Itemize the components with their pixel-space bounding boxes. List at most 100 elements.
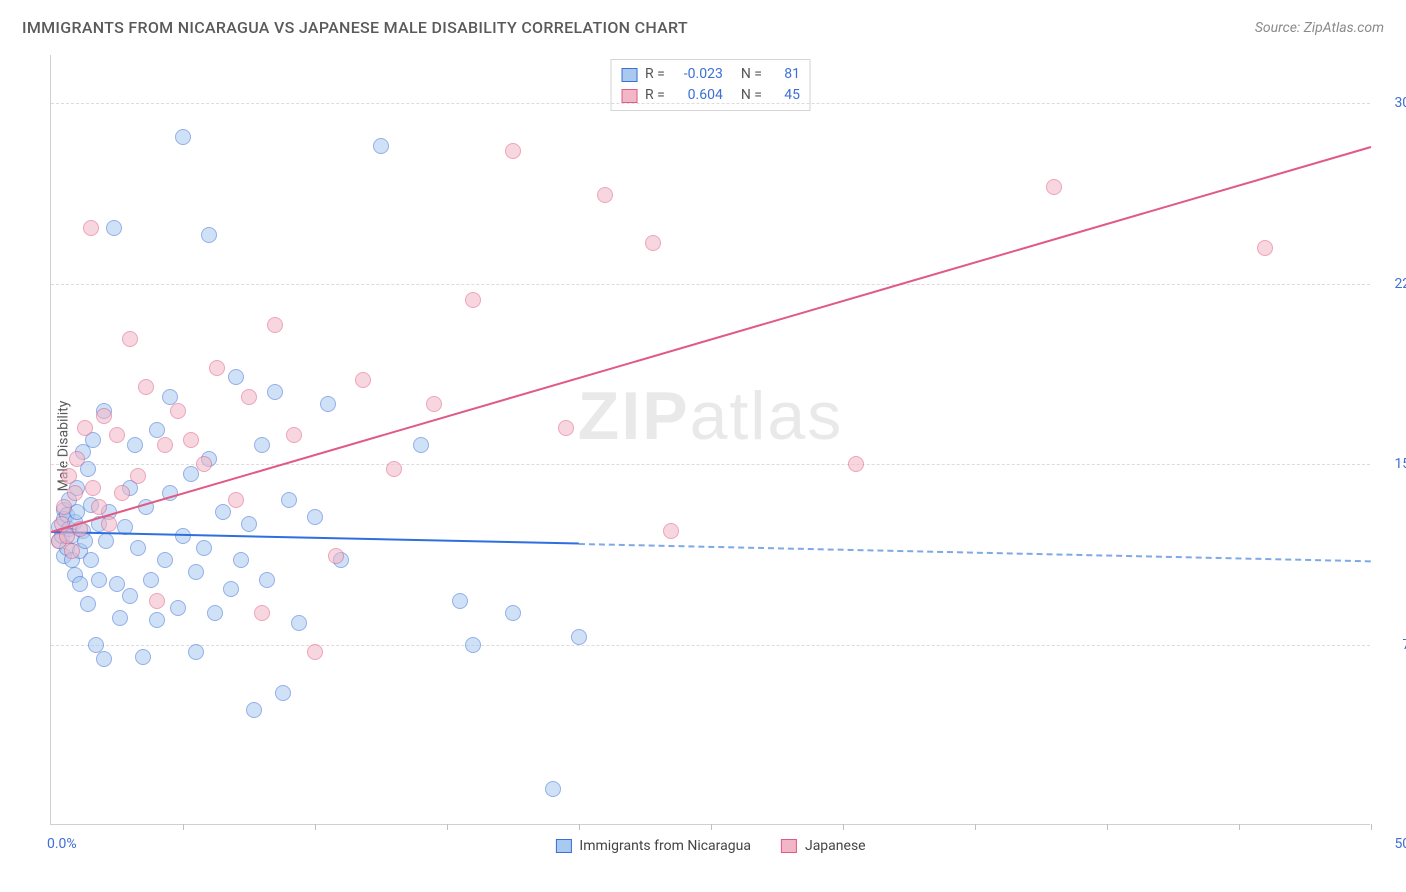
legend-item: Japanese (781, 838, 866, 854)
data-point (267, 384, 283, 400)
data-point (209, 360, 225, 376)
data-point (109, 427, 125, 443)
data-point (149, 593, 165, 609)
gridline (51, 464, 1370, 465)
data-point (254, 605, 270, 621)
data-point (196, 456, 212, 472)
data-point (307, 509, 323, 525)
data-point (645, 235, 661, 251)
data-point (848, 456, 864, 472)
data-point (275, 685, 291, 701)
data-point (597, 187, 613, 203)
data-point (96, 408, 112, 424)
legend-item: Immigrants from Nicaragua (555, 838, 751, 854)
data-point (307, 644, 323, 660)
data-point (101, 516, 117, 532)
data-point (241, 389, 257, 405)
data-point (355, 372, 371, 388)
data-point (135, 649, 151, 665)
data-point (207, 605, 223, 621)
data-point (106, 220, 122, 236)
data-point (122, 588, 138, 604)
data-point (112, 610, 128, 626)
x-axis-min-label: 0.0% (47, 836, 77, 852)
data-point (188, 644, 204, 660)
trend-line (579, 543, 1371, 562)
data-point (286, 427, 302, 443)
data-point (183, 432, 199, 448)
data-point (571, 629, 587, 645)
data-point (426, 396, 442, 412)
data-point (83, 220, 99, 236)
stat-n-label: N = (741, 64, 762, 85)
data-point (228, 492, 244, 508)
data-point (91, 572, 107, 588)
data-point (386, 461, 402, 477)
data-point (130, 540, 146, 556)
data-point (291, 615, 307, 631)
data-point (91, 499, 107, 515)
trend-line (51, 146, 1372, 533)
data-point (83, 552, 99, 568)
data-point (246, 702, 262, 718)
data-point (175, 528, 191, 544)
data-point (109, 576, 125, 592)
data-point (61, 468, 77, 484)
gridline (51, 645, 1370, 646)
data-point (157, 552, 173, 568)
data-point (85, 480, 101, 496)
data-point (241, 516, 257, 532)
legend-swatch (555, 839, 571, 853)
x-tick (1239, 824, 1240, 830)
data-point (201, 227, 217, 243)
data-point (1257, 240, 1273, 256)
data-point (215, 504, 231, 520)
data-point (413, 437, 429, 453)
data-point (254, 437, 270, 453)
data-point (98, 533, 114, 549)
data-point (259, 572, 275, 588)
data-point (228, 369, 244, 385)
data-point (96, 651, 112, 667)
legend-label: Japanese (805, 838, 866, 854)
gridline (51, 103, 1370, 104)
stat-r-label: R = (645, 64, 665, 85)
x-tick (1107, 824, 1108, 830)
data-point (170, 403, 186, 419)
x-tick (711, 824, 712, 830)
y-tick-label: 22.5% (1394, 276, 1406, 292)
data-point (196, 540, 212, 556)
legend-stat-row: R = -0.023 N = 81 (621, 64, 800, 85)
data-point (77, 420, 93, 436)
x-tick (315, 824, 316, 830)
x-axis-max-label: 50.0% (1394, 836, 1406, 852)
data-point (157, 437, 173, 453)
data-point (505, 143, 521, 159)
legend-swatch (781, 839, 797, 853)
data-point (465, 292, 481, 308)
data-point (373, 138, 389, 154)
data-point (80, 596, 96, 612)
x-tick (1371, 824, 1372, 830)
data-point (122, 331, 138, 347)
data-point (149, 612, 165, 628)
data-point (175, 129, 191, 145)
data-point (143, 572, 159, 588)
stat-r-value: -0.023 (673, 64, 723, 85)
data-point (72, 576, 88, 592)
stat-n-value: 81 (770, 64, 800, 85)
data-point (233, 552, 249, 568)
data-point (505, 605, 521, 621)
data-point (267, 317, 283, 333)
y-tick-label: 15.0% (1394, 456, 1406, 472)
legend-label: Immigrants from Nicaragua (579, 838, 751, 854)
watermark: ZIPatlas (578, 377, 843, 455)
trend-line (51, 531, 579, 545)
data-point (328, 548, 344, 564)
data-point (114, 485, 130, 501)
data-point (130, 468, 146, 484)
legend-swatch (621, 68, 637, 82)
x-tick (579, 824, 580, 830)
x-tick (447, 824, 448, 830)
data-point (320, 396, 336, 412)
